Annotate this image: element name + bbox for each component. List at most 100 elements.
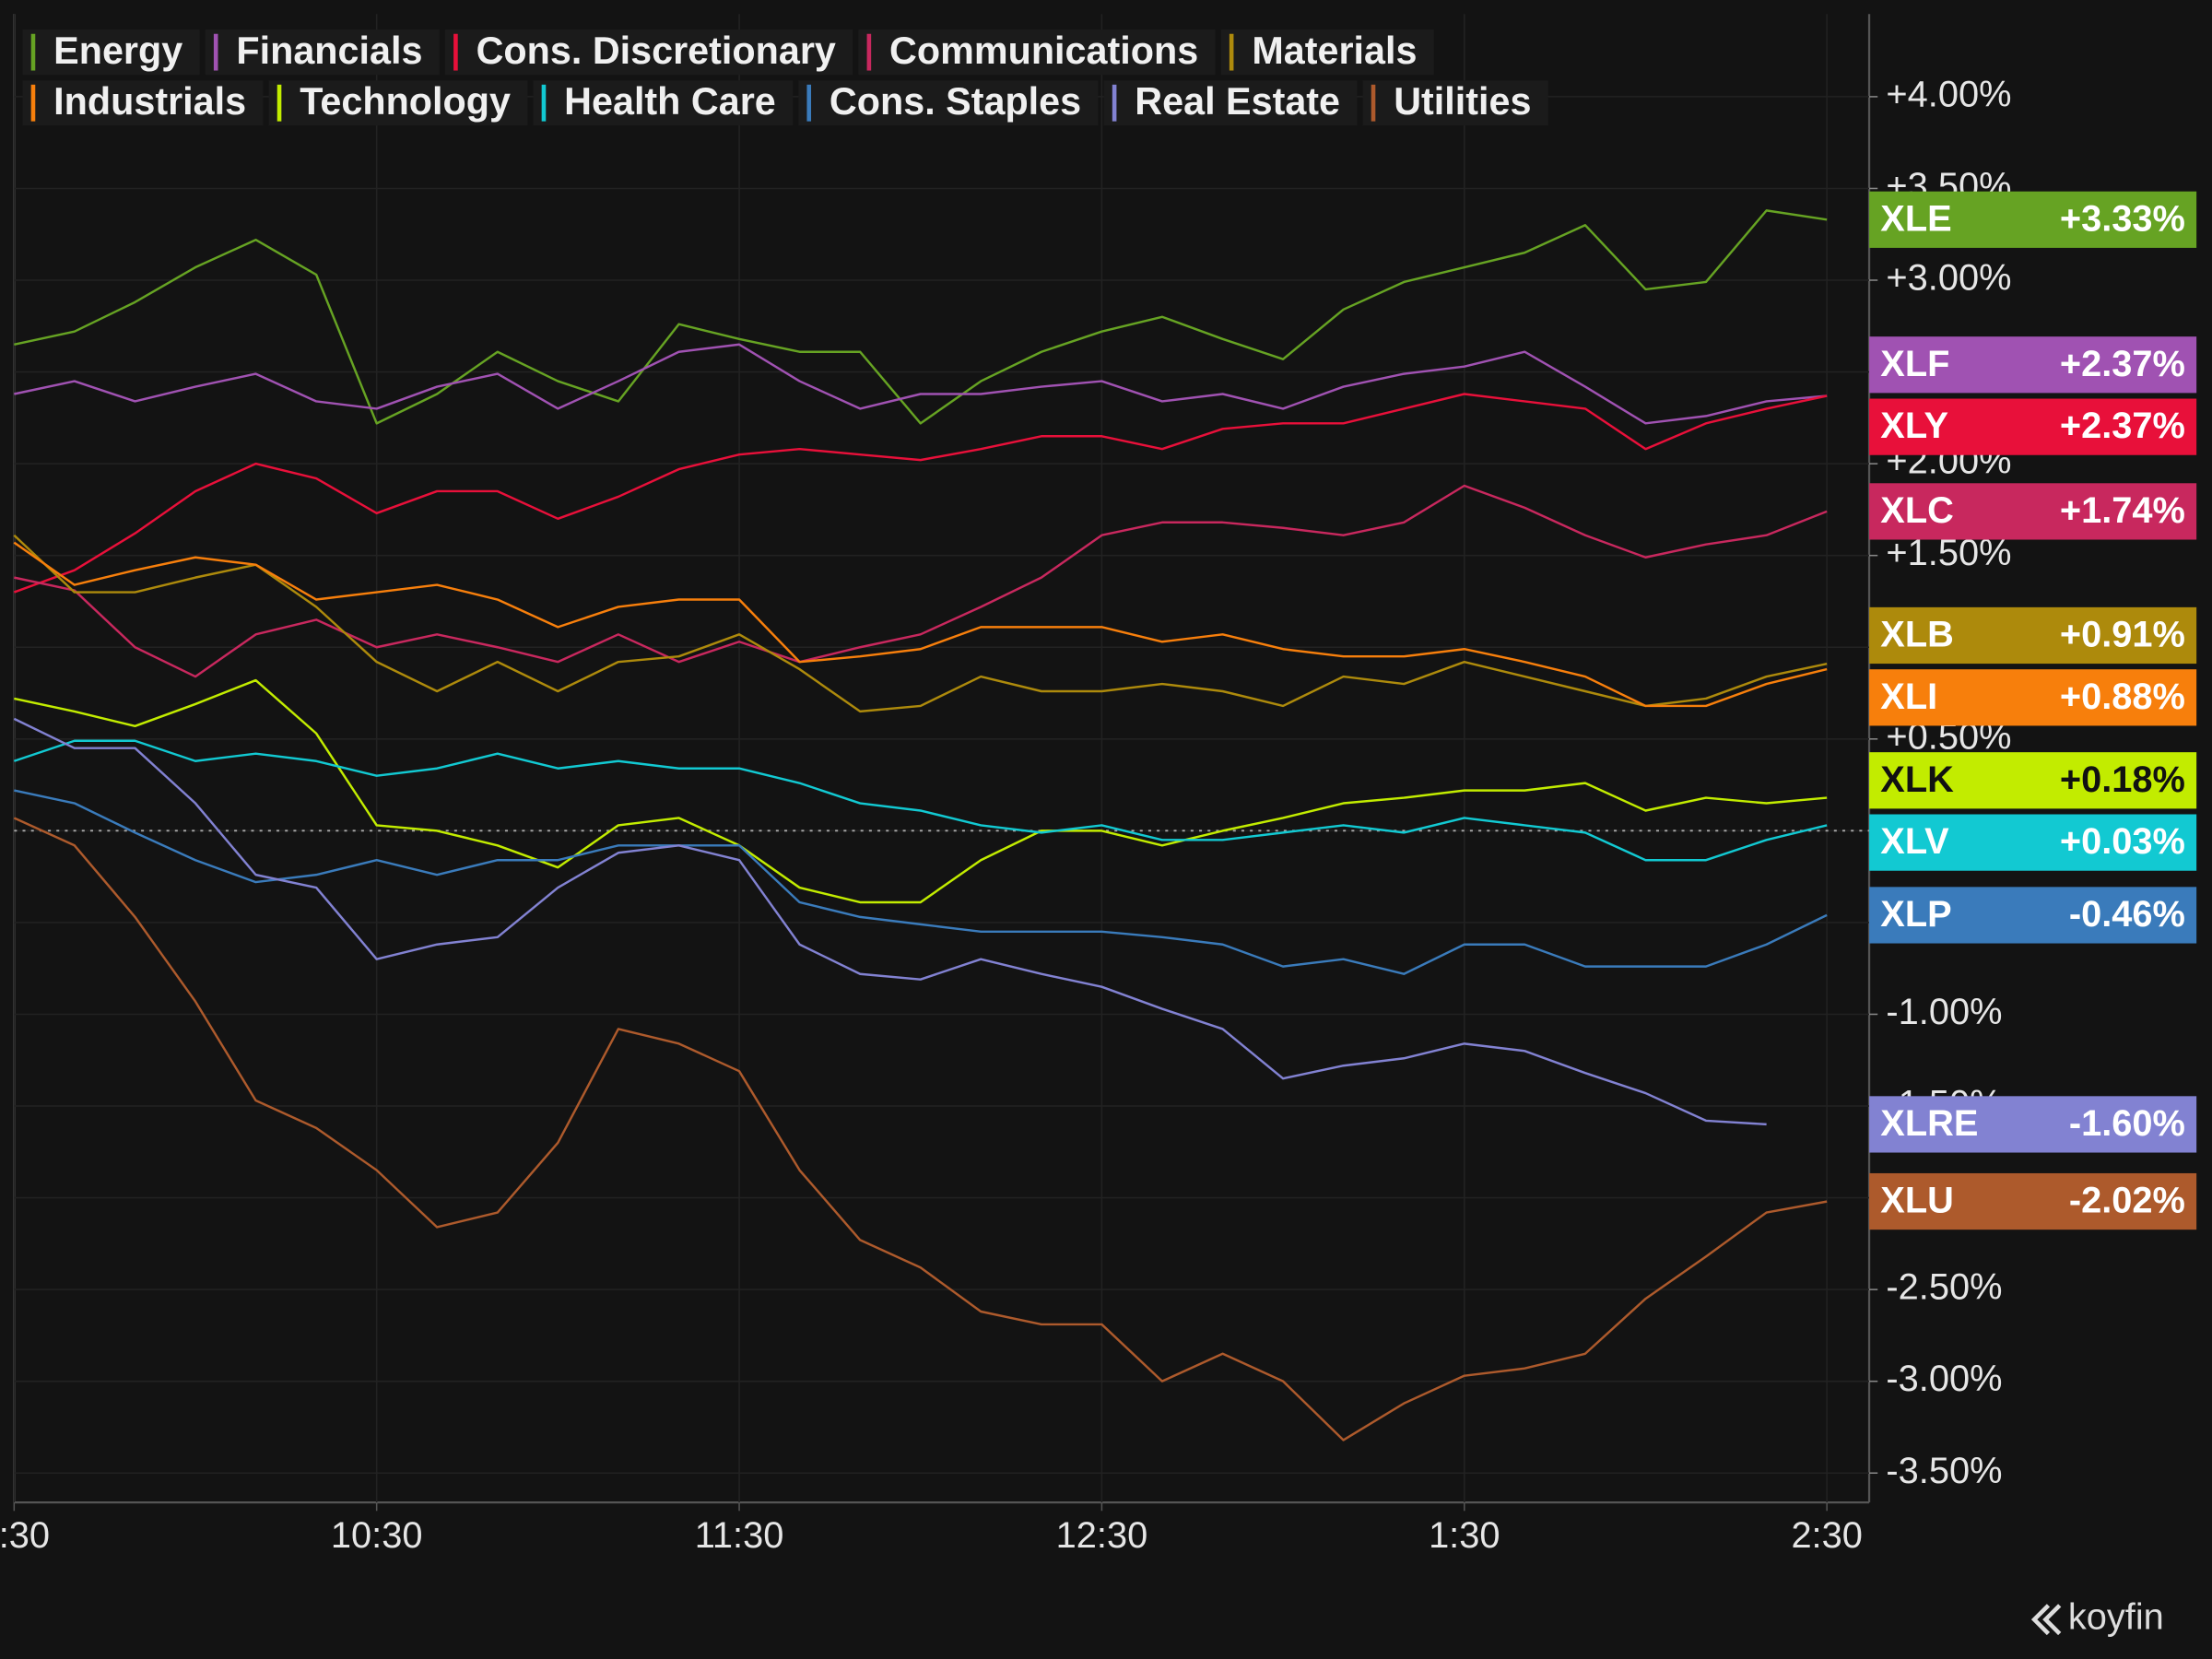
badge-value: +0.18% (2060, 759, 2185, 800)
legend-item-bg (22, 29, 200, 76)
badge-box (1869, 1096, 2197, 1153)
badge-ticker: XLY (1880, 406, 1948, 446)
legend-item: Energy (22, 29, 200, 76)
legend-label: Health Care (564, 80, 776, 123)
badge-value: +0.03% (2060, 821, 2185, 862)
end-badge: XLY +2.37% (1869, 398, 2197, 455)
legend-item-bg (268, 80, 528, 126)
series-line (14, 484, 1828, 678)
y-tick-label: -2.50% (1886, 1267, 2002, 1308)
legend-label: Cons. Discretionary (477, 29, 836, 72)
legend-label: Technology (300, 80, 511, 123)
legend-swatch (806, 84, 812, 122)
legend-item-bg (533, 80, 794, 126)
badge-ticker: XLV (1880, 821, 1949, 862)
series-line (13, 817, 1828, 1441)
badge-ticker: XLK (1880, 759, 1954, 800)
y-tick-label: +1.50% (1886, 533, 2011, 573)
series-line (14, 209, 1828, 425)
x-tick-label: 1:30 (1429, 1515, 1500, 1556)
end-badge: XLC +1.74% (1869, 483, 2197, 540)
series-line (13, 717, 1767, 1126)
x-tick-label: 11:30 (695, 1515, 784, 1556)
legend-swatch (213, 33, 218, 71)
badge-box (1869, 336, 2197, 394)
badge-value: -2.02% (2069, 1181, 2185, 1221)
legend-item-bg (1103, 80, 1358, 126)
legend-swatch (1229, 33, 1234, 71)
legend-swatch (1112, 84, 1117, 122)
series-line (14, 343, 1828, 425)
badge-ticker: XLB (1880, 615, 1954, 655)
koyfin-logo: koyfin (2030, 1597, 2164, 1638)
badge-ticker: XLF (1880, 344, 1949, 384)
end-badge: XLB +0.91% (1869, 606, 2197, 665)
legend-item: Technology (268, 80, 528, 126)
badge-box (1869, 606, 2197, 665)
legend-swatch (30, 84, 36, 122)
legend-item: Real Estate (1103, 80, 1358, 126)
badge-box (1869, 191, 2197, 248)
badge-ticker: XLRE (1880, 1103, 1978, 1144)
legend-label: Real Estate (1135, 80, 1340, 123)
x-tick-label: 12:30 (1056, 1515, 1148, 1556)
badge-ticker: XLE (1880, 198, 1951, 239)
badge-value: -1.60% (2069, 1103, 2185, 1144)
legend-label: Financials (236, 29, 422, 72)
watermark: koyfin (2068, 1597, 2164, 1638)
badge-value: +1.74% (2060, 490, 2185, 531)
badge-value: +0.91% (2060, 615, 2185, 655)
badge-value: +0.88% (2060, 677, 2185, 717)
series-line (14, 789, 1828, 975)
legend-item-bg (798, 80, 1099, 126)
badge-ticker: XLC (1880, 490, 1954, 531)
series-line (13, 739, 1828, 862)
badge-box (1869, 1172, 2197, 1230)
y-tick-label: -1.00% (1886, 992, 2002, 1032)
legend-item-bg (1362, 80, 1548, 126)
legend-label: Cons. Staples (830, 80, 1081, 123)
legend-item: Communications (858, 29, 1216, 76)
series-line (14, 678, 1828, 904)
badge-ticker: XLU (1880, 1181, 1954, 1221)
legend-swatch (541, 84, 547, 122)
badge-value: +3.33% (2060, 198, 2185, 239)
legend-swatch (866, 33, 872, 71)
legend-swatch (30, 33, 36, 71)
legend-label: Energy (53, 29, 182, 72)
legend-item: Industrials (22, 80, 264, 126)
end-badge: XLI +0.88% (1869, 669, 2197, 726)
end-badge: XLP -0.46% (1869, 887, 2197, 944)
x-tick-label: 9:30 (0, 1515, 50, 1556)
legend-swatch (1371, 84, 1376, 122)
badge-box (1869, 483, 2197, 540)
end-badge: XLV +0.03% (1869, 814, 2197, 871)
series-line (13, 534, 1828, 713)
legend-item: Materials (1220, 29, 1434, 76)
end-badge: XLU -2.02% (1869, 1172, 2197, 1230)
legend-item: Cons. Discretionary (444, 29, 853, 76)
badge-ticker: XLI (1880, 677, 1937, 717)
x-tick-label: 2:30 (1791, 1515, 1862, 1556)
badge-value: +2.37% (2060, 344, 2185, 384)
legend-swatch (453, 33, 458, 71)
logo-icon (2030, 1604, 2062, 1636)
legend-item-bg (444, 29, 853, 76)
legend-item: Health Care (533, 80, 794, 126)
y-tick-label: -3.50% (1886, 1451, 2002, 1491)
badge-box (1869, 398, 2197, 455)
legend: Energy Financials Cons. Discretionary Commu… (22, 29, 1548, 126)
legend-item: Cons. Staples (798, 80, 1099, 126)
legend-label: Communications (889, 29, 1198, 72)
badge-box (1869, 669, 2197, 726)
badge-value: +2.37% (2060, 406, 2185, 446)
series-line (13, 541, 1828, 708)
badge-value: -0.46% (2069, 894, 2185, 935)
y-tick-label: +4.00% (1886, 74, 2011, 114)
end-badge: XLE +3.33% (1869, 191, 2197, 248)
series-line (13, 393, 1828, 594)
y-tick-label: +3.00% (1886, 258, 2011, 299)
end-badge: XLRE -1.60% (1869, 1096, 2197, 1153)
legend-item: Utilities (1362, 80, 1548, 126)
